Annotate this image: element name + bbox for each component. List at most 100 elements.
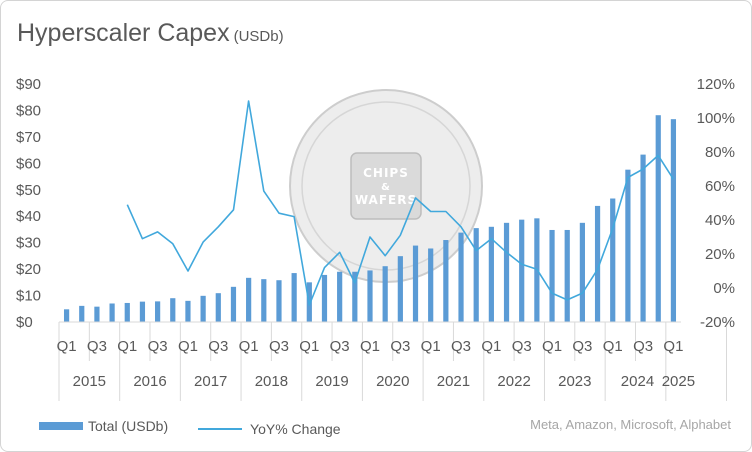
bar-2024-q3 [640, 154, 646, 322]
bar-2023-q4 [594, 205, 601, 322]
x-quarter-label: Q3 [330, 338, 350, 355]
capex-chart: CHIPS&WAFERS $0$10$20$30$40$50$60$70$80$… [16, 76, 735, 401]
yoy-line [126, 100, 675, 306]
bar-2016-q1 [124, 302, 130, 322]
bar-2018-q1 [246, 277, 252, 322]
bar-2021-q2 [443, 240, 449, 322]
bar-2022-q3 [519, 219, 525, 322]
bar-2016-q3 [155, 301, 161, 322]
y-right-tick-label: 40% [705, 212, 735, 229]
y-right-tick-label: 60% [705, 178, 735, 195]
bar-2015-q2 [79, 305, 85, 322]
watermark-chip [350, 152, 422, 220]
x-quarter-label: Q1 [178, 338, 198, 355]
x-quarter-label: Q1 [663, 338, 683, 355]
x-year-label: 2023 [558, 373, 591, 390]
bar-2020-q2 [382, 266, 388, 322]
legend-item-total: Total (USDb) [39, 418, 168, 434]
x-quarter-label: Q1 [299, 338, 319, 355]
bar-2016-q2 [139, 301, 146, 322]
y-right-tick-label: 0% [713, 280, 735, 297]
x-quarter-label: Q1 [481, 338, 501, 355]
bar-2015-q3 [94, 306, 100, 322]
x-quarter-label: Q3 [148, 338, 168, 355]
x-quarter-label: Q3 [451, 338, 471, 355]
x-quarter-label: Q1 [239, 338, 259, 355]
bar-2021-q1 [428, 248, 434, 322]
x-year-label: 2017 [194, 373, 227, 390]
bar-2020-q1 [367, 270, 373, 322]
bar-2023-q3 [579, 222, 585, 322]
y-left-tick-label: $50 [16, 182, 41, 199]
y-right-tick-label: 20% [705, 246, 735, 263]
bar-2017-q2 [200, 295, 206, 322]
x-year-label: 2015 [73, 373, 106, 390]
y-right-tick-label: 120% [697, 76, 735, 93]
x-year-label: 2025 [662, 373, 695, 390]
bar-2021-q4 [473, 228, 479, 322]
legend-item-yoy: YoY% Change [198, 421, 341, 437]
bar-2018-q3 [276, 280, 282, 322]
bar-2020-q4 [412, 245, 419, 322]
chart-axes [58, 321, 728, 401]
bar-2017-q1 [185, 300, 191, 322]
watermark-line1: CHIPS [363, 166, 409, 180]
bar-2025-q1 [670, 119, 677, 322]
x-quarter-label: Q3 [512, 338, 532, 355]
bar-2015-q1 [63, 309, 70, 322]
x-year-label: 2024 [621, 373, 654, 390]
chart-title-text: Hyperscaler Capex [17, 19, 230, 47]
x-year-label: 2022 [497, 373, 530, 390]
bar-2018-q4 [291, 273, 297, 322]
x-year-label: 2018 [255, 373, 288, 390]
y-axis-left: $0 $10 $20 $30 $40 $50 $60 $70 $80 $90 [16, 76, 41, 331]
bar-2023-q2 [564, 229, 570, 322]
bar-2019-q3 [337, 271, 343, 322]
y-axis-right: -20% 0% 20% 40% 60% 80% 100% 120% [697, 76, 735, 331]
x-quarter-label: Q3 [208, 338, 228, 355]
x-year-label: 2020 [376, 373, 409, 390]
bar-2015-q4 [109, 303, 115, 322]
legend-label-total: Total (USDb) [88, 418, 169, 434]
y-right-tick-label: 100% [697, 110, 735, 127]
x-quarter-label: Q3 [390, 338, 410, 355]
x-year-label: 2019 [315, 373, 348, 390]
x-quarter-label: Q3 [572, 338, 592, 355]
x-year-label: 2021 [437, 373, 470, 390]
bar-2024-q1 [610, 198, 616, 322]
chart-title: Hyperscaler Capex (USDb) [17, 19, 284, 48]
legend-line-swatch [198, 428, 243, 430]
y-left-tick-label: $80 [16, 102, 41, 119]
y-left-tick-label: $90 [16, 76, 41, 93]
y-right-tick-label: 80% [705, 144, 735, 161]
y-left-tick-label: $10 [16, 288, 41, 305]
legend-label-yoy: YoY% Change [250, 421, 341, 437]
bar-2023-q1 [549, 229, 555, 322]
x-quarter-label: Q3 [269, 338, 289, 355]
bar-2022-q2 [503, 222, 510, 322]
watermark-logo: CHIPS &WAFERS [289, 89, 483, 283]
watermark-line3: WAFERS [355, 193, 417, 207]
bar-2017-q4 [230, 286, 237, 322]
bar-2021-q3 [458, 232, 464, 322]
x-quarter-label: Q3 [633, 338, 653, 355]
y-right-tick-label: -20% [700, 314, 735, 331]
y-left-tick-label: $30 [16, 235, 41, 252]
bar-2024-q2 [625, 169, 631, 322]
x-year-label: 2016 [133, 373, 166, 390]
x-axis-labels: Q1 Q3 Q1 Q3 Q1 Q3 Q1 Q3 Q1 Q3 Q1 Q3 Q1 Q3 Q1 Q3 Q1 Q3 Q1 Q3… [57, 338, 696, 390]
x-quarter-label: Q3 [87, 338, 107, 355]
x-quarter-label: Q1 [117, 338, 137, 355]
source-note: Meta, Amazon, Microsoft, Alphabet [530, 417, 731, 432]
bar-2019-q2 [321, 274, 328, 322]
bar-2022-q1 [488, 226, 494, 322]
bar-2020-q3 [397, 256, 403, 322]
y-left-tick-label: $60 [16, 155, 41, 172]
legend-bar-swatch [39, 422, 83, 430]
y-left-tick-label: $20 [16, 261, 41, 278]
x-quarter-label: Q1 [360, 338, 380, 355]
watermark-line2: & [381, 182, 391, 193]
x-quarter-label: Q1 [57, 338, 77, 355]
x-quarter-label: Q1 [603, 338, 623, 355]
